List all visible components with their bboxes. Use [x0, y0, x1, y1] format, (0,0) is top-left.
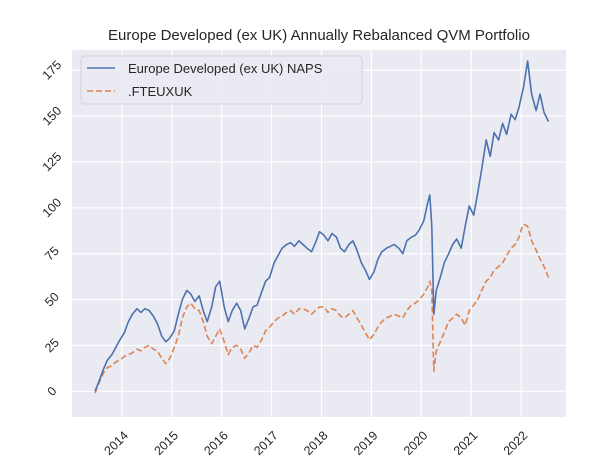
x-axis-ticks: 2014 2015 2016 2017 2018 2019 2020 2021 2022 — [102, 428, 531, 458]
x-tick-label: 2018 — [301, 428, 331, 458]
y-tick-label: 50 — [42, 290, 62, 310]
legend-label-naps: Europe Developed (ex UK) NAPS — [128, 61, 323, 76]
y-tick-label: 125 — [40, 150, 65, 175]
x-tick-label: 2017 — [251, 428, 281, 458]
y-tick-label: 75 — [42, 244, 62, 264]
y-tick-label: 100 — [40, 195, 65, 220]
series-line-naps — [94, 60, 550, 392]
y-tick-label: 150 — [40, 104, 65, 129]
series-lines — [94, 60, 550, 394]
legend-label-fteuxuk: .FTEUXUK — [128, 84, 193, 99]
x-tick-label: 2015 — [151, 428, 181, 458]
x-tick-label: 2020 — [401, 428, 431, 458]
series-line-fteuxuk — [94, 223, 550, 394]
y-tick-label: 175 — [40, 58, 65, 83]
legend: Europe Developed (ex UK) NAPS .FTEUXUK — [80, 55, 363, 105]
x-tick-label: 2021 — [451, 428, 481, 458]
chart-title: Europe Developed (ex UK) Annually Rebala… — [108, 27, 530, 44]
legend-box — [80, 55, 363, 105]
y-tick-label: 0 — [45, 384, 60, 399]
x-tick-label: 2019 — [351, 428, 381, 458]
y-axis-ticks: 0 25 50 75 100 125 150 175 — [40, 58, 65, 399]
x-tick-label: 2022 — [501, 428, 531, 458]
y-tick-label: 25 — [42, 336, 62, 356]
x-tick-label: 2014 — [102, 428, 132, 458]
x-tick-label: 2016 — [201, 428, 231, 458]
